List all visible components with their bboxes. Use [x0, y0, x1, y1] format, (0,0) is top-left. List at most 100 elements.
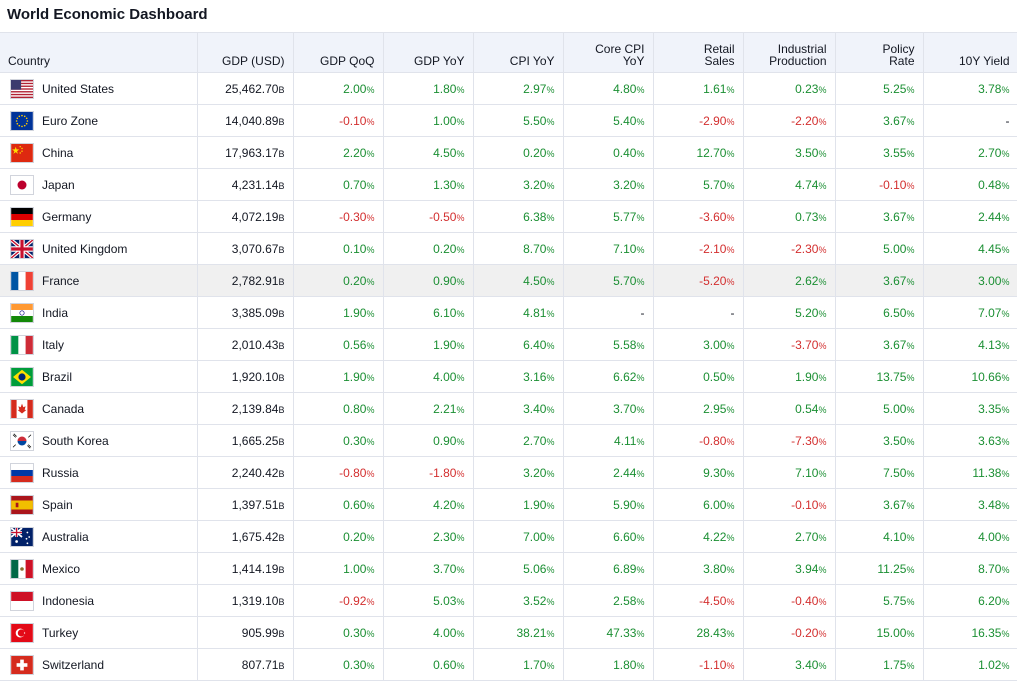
- country-cell[interactable]: Canada: [0, 392, 198, 425]
- cell-unit: %: [366, 564, 375, 575]
- cell-value: 6.89: [613, 561, 637, 576]
- tr-flag-icon: [10, 622, 34, 643]
- ch-flag-icon: [10, 654, 34, 675]
- metric-cell-gdp-qoq: 0.20%: [293, 520, 384, 553]
- column-header-yield10[interactable]: 10Y Yield: [923, 32, 1017, 73]
- country-cell[interactable]: Russia: [0, 456, 198, 489]
- cell-unit: %: [726, 564, 735, 575]
- table-row[interactable]: Russia 2,240.42B -0.80% -1.80% 3.20% 2.44% 9.3…: [0, 456, 1017, 489]
- table-row[interactable]: Italy 2,010.43B 0.56% 1.90% 6.40% 5.58% 3.00% -…: [0, 328, 1017, 361]
- country-cell[interactable]: Switzerland: [0, 648, 198, 681]
- metric-cell-retail: -: [653, 296, 744, 329]
- country-cell[interactable]: United States: [0, 72, 198, 105]
- table-row[interactable]: Germany 4,072.19B -0.30% -0.50% 6.38% 5.77% -3…: [0, 200, 1017, 233]
- table-row[interactable]: Turkey 905.99B 0.30% 4.00% 38.21% 47.33% 28.43…: [0, 616, 1017, 649]
- country-name: China: [42, 145, 74, 160]
- country-cell[interactable]: Euro Zone: [0, 104, 198, 137]
- column-header-country[interactable]: Country: [0, 32, 198, 73]
- metric-cell-gdp-yoy: 1.00%: [383, 104, 474, 137]
- cell-value: 4.74: [795, 177, 819, 192]
- cell-value: 3,385.09: [231, 305, 279, 320]
- cell-unit: %: [456, 596, 465, 607]
- cell-unit: B: [278, 116, 285, 127]
- country-cell[interactable]: Mexico: [0, 552, 198, 585]
- country-cell[interactable]: Germany: [0, 200, 198, 233]
- cell-unit: %: [546, 628, 555, 639]
- cell-unit: %: [636, 564, 645, 575]
- table-row[interactable]: Indonesia 1,319.10B -0.92% 5.03% 3.52% 2.58% -…: [0, 584, 1017, 617]
- country-cell[interactable]: Brazil: [0, 360, 198, 393]
- table-row[interactable]: Spain 1,397.51B 0.60% 4.20% 1.90% 5.90% 6.00% -…: [0, 488, 1017, 521]
- cell-unit: %: [546, 468, 555, 479]
- metric-cell-yield10: 3.00%: [923, 264, 1017, 297]
- metric-cell-policy: 7.50%: [835, 456, 924, 489]
- cell-value: 3.16: [523, 369, 547, 384]
- cell-value: 3.52: [523, 593, 547, 608]
- column-header-retail[interactable]: Retail Sales: [653, 32, 744, 73]
- cell-value: 2.70: [978, 145, 1002, 160]
- country-cell[interactable]: Spain: [0, 488, 198, 521]
- column-header-policy[interactable]: Policy Rate: [835, 32, 924, 73]
- cell-value: 5.70: [613, 273, 637, 288]
- column-header-cpi-yoy[interactable]: CPI YoY: [473, 32, 564, 73]
- gdp-cell: 4,072.19B: [197, 200, 294, 233]
- country-name: Indonesia: [42, 593, 95, 608]
- cell-value: 6.20: [978, 593, 1002, 608]
- country-cell[interactable]: South Korea: [0, 424, 198, 457]
- table-row[interactable]: United States 25,462.70B 2.00% 1.80% 2.97% 4.…: [0, 72, 1017, 105]
- column-header-gdp[interactable]: GDP (USD): [197, 32, 294, 73]
- metric-cell-industrial: 4.74%: [743, 168, 836, 201]
- cell-unit: %: [818, 212, 827, 223]
- column-header-gdp-yoy[interactable]: GDP YoY: [383, 32, 474, 73]
- cell-unit: %: [456, 84, 465, 95]
- table-row[interactable]: India 3,385.09B 1.90% 6.10% 4.81% - -5.20% 6.50…: [0, 296, 1017, 329]
- column-header-core-cpi[interactable]: Core CPI YoY: [563, 32, 654, 73]
- country-cell[interactable]: India: [0, 296, 198, 329]
- cell-unit: %: [546, 308, 555, 319]
- country-cell[interactable]: Indonesia: [0, 584, 198, 617]
- table-row[interactable]: Canada 2,139.84B 0.80% 2.21% 3.40% 3.70% 2.95%…: [0, 392, 1017, 425]
- metric-cell-retail: -0.80%: [653, 424, 744, 457]
- cell-unit: %: [906, 212, 915, 223]
- country-cell[interactable]: Australia: [0, 520, 198, 553]
- cell-unit: %: [906, 468, 915, 479]
- table-row[interactable]: France 2,782.91B 0.20% 0.90% 4.50% 5.70% -5.20…: [0, 264, 1017, 297]
- cell-unit: %: [1001, 532, 1010, 543]
- table-row[interactable]: Mexico 1,414.19B 1.00% 3.70% 5.06% 6.89% 3.80%…: [0, 552, 1017, 585]
- table-row[interactable]: Switzerland 807.71B 0.30% 0.60% 1.70% 1.80% -1…: [0, 648, 1017, 681]
- cell-value: 0.30: [343, 657, 367, 672]
- cell-value: 1,397.51: [231, 497, 279, 512]
- metric-cell-cpi-yoy: 8.70%: [473, 232, 564, 265]
- country-cell[interactable]: Japan: [0, 168, 198, 201]
- country-cell[interactable]: Italy: [0, 328, 198, 361]
- table-row[interactable]: Japan 4,231.14B 0.70% 1.30% 3.20% 3.20% 5.70% 4…: [0, 168, 1017, 201]
- table-row[interactable]: Euro Zone 14,040.89B -0.10% 1.00% 5.50% 5.40%…: [0, 104, 1017, 137]
- gdp-cell: 1,920.10B: [197, 360, 294, 393]
- metric-cell-cpi-yoy: 4.81%: [473, 296, 564, 329]
- country-cell[interactable]: United Kingdom: [0, 232, 198, 265]
- cell-unit: %: [906, 404, 915, 415]
- cell-value: 6.00: [703, 497, 727, 512]
- metric-cell-industrial: 0.54%: [743, 392, 836, 425]
- gdp-cell: 17,963.17B: [197, 136, 294, 169]
- table-row[interactable]: South Korea 1,665.25B 0.30% 0.90% 2.70% 4.11%…: [0, 424, 1017, 457]
- table-row[interactable]: Australia 1,675.42B 0.20% 2.30% 7.00% 6.60% 4.…: [0, 520, 1017, 553]
- cell-value: 2.21: [433, 401, 457, 416]
- metric-cell-industrial: -3.70%: [743, 328, 836, 361]
- cell-value: 4.45: [978, 241, 1002, 256]
- metric-cell-cpi-yoy: 0.20%: [473, 136, 564, 169]
- country-cell[interactable]: China: [0, 136, 198, 169]
- table-row[interactable]: United Kingdom 3,070.67B 0.10% 0.20% 8.70% 7.…: [0, 232, 1017, 265]
- column-header-industrial[interactable]: Industrial Production: [743, 32, 836, 73]
- cell-unit: %: [818, 660, 827, 671]
- cell-unit: %: [546, 596, 555, 607]
- metric-cell-gdp-yoy: 1.30%: [383, 168, 474, 201]
- country-cell[interactable]: France: [0, 264, 198, 297]
- metric-cell-cpi-yoy: 3.40%: [473, 392, 564, 425]
- table-row[interactable]: Brazil 1,920.10B 1.90% 4.00% 3.16% 6.62% 0.50%…: [0, 360, 1017, 393]
- table-row[interactable]: China 17,963.17B 2.20% 4.50% 0.20% 0.40% 12.70…: [0, 136, 1017, 169]
- column-header-gdp-qoq[interactable]: GDP QoQ: [293, 32, 384, 73]
- country-cell[interactable]: Turkey: [0, 616, 198, 649]
- cell-unit: %: [546, 532, 555, 543]
- metric-cell-gdp-qoq: -0.10%: [293, 104, 384, 137]
